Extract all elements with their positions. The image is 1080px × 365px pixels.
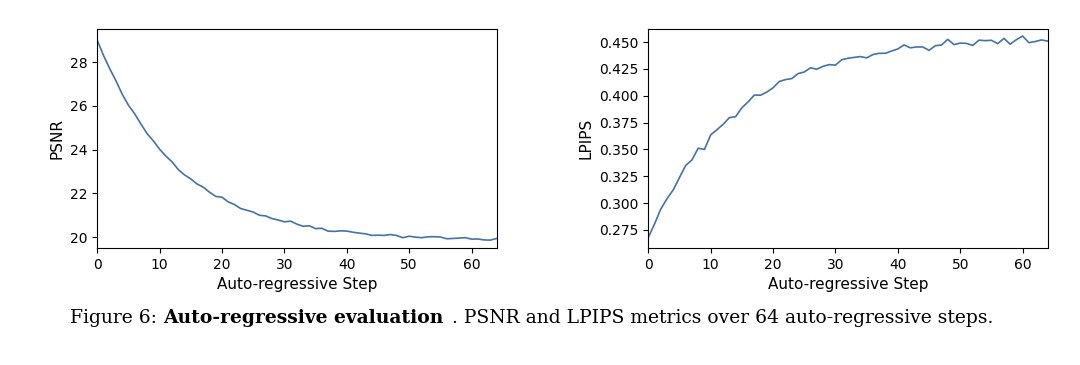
Text: Figure 6:: Figure 6: [70, 308, 163, 327]
Y-axis label: PSNR: PSNR [50, 118, 65, 159]
Text: . PSNR and LPIPS metrics over 64 auto-regressive steps.: . PSNR and LPIPS metrics over 64 auto-re… [453, 308, 994, 327]
Text: Auto-regressive evaluation: Auto-regressive evaluation [163, 308, 444, 327]
Y-axis label: LPIPS: LPIPS [579, 118, 594, 160]
X-axis label: Auto-regressive Step: Auto-regressive Step [768, 277, 928, 292]
X-axis label: Auto-regressive Step: Auto-regressive Step [217, 277, 377, 292]
